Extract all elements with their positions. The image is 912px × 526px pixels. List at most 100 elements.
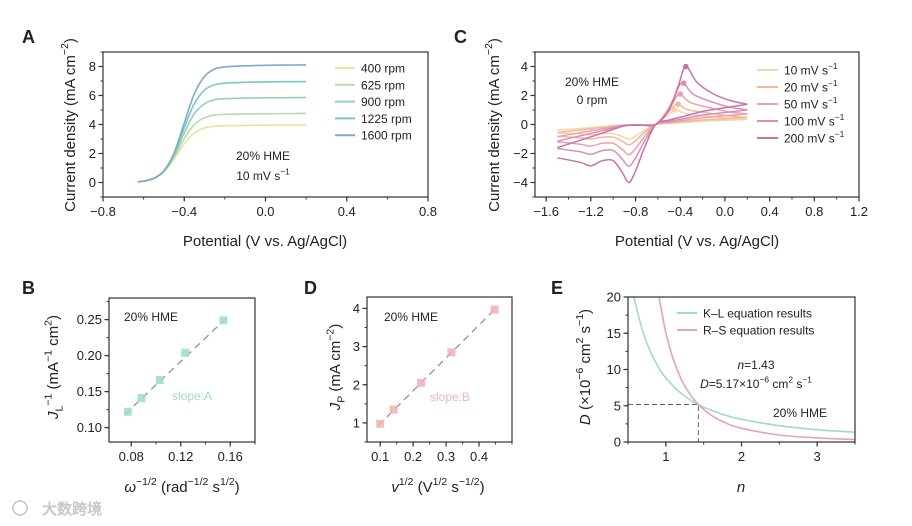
y-axis-label-part: Current density (mA cm (486, 55, 503, 212)
annotation-part: n (737, 358, 744, 372)
x-axis-label-part: (rad (157, 479, 188, 496)
annotation: n=1.43 (737, 358, 774, 372)
legend-label-part: 1225 rpm (361, 112, 412, 126)
x-axis-label: v1/2 (V1/2 s−1/2) (391, 476, 484, 496)
x-axis-label-part: (V (413, 479, 432, 496)
y-axis-label-part: (×10 (577, 380, 594, 415)
y-axis-label-part: ) (486, 38, 503, 43)
x-tick-label: 1 (662, 449, 669, 464)
x-axis-label-part: ) (235, 479, 240, 496)
y-axis-label-part: −1 (42, 394, 54, 406)
y-axis-label-part: −2 (59, 43, 71, 55)
legend-label: 50 mV s−1 (784, 95, 838, 111)
annotation: 20% HME (124, 310, 178, 324)
legend-label-part: 10 mV s (784, 64, 828, 78)
y-axis-label-part: −1 (42, 350, 54, 362)
legend-label: 625 rpm (361, 78, 405, 92)
y-tick-label: 4 (89, 117, 96, 132)
y-tick-label: 8 (89, 59, 96, 74)
chart-panel-c: −1.6 −1.2 −0.8 −0.4 0.0 0.4 0.8 1.2 −4 −2 0 2 4 (513, 51, 868, 219)
y-axis-label-part: D (577, 414, 594, 425)
plot-area-b (123, 316, 228, 416)
annotation: 20% HME (565, 75, 619, 89)
data-point-2 (417, 378, 426, 387)
legend-label: 900 rpm (361, 95, 405, 109)
legend-label-part: −1 (828, 61, 838, 71)
x-tick-label: −0.4 (667, 204, 693, 219)
series-line-0 (633, 297, 855, 433)
watermark-text: 大数跨境 (42, 500, 102, 518)
x-tick-label: 0.12 (168, 449, 193, 464)
legend-label-part: R–S equation results (703, 324, 814, 338)
annotation: 20% HME (773, 406, 827, 420)
fit-line (378, 308, 497, 426)
legend-label: 1600 rpm (361, 129, 412, 143)
data-point-3 (447, 348, 456, 357)
series-line-4 (137, 64, 307, 183)
x-tick-label: −1.6 (533, 204, 559, 219)
x-axis-label-part: −1/2 (188, 476, 209, 488)
y-tick-label: 15 (607, 326, 621, 341)
annotation-part: cm (769, 377, 788, 391)
x-tick-label: 0.4 (761, 204, 779, 219)
legend-label-part: 50 mV s (784, 98, 828, 112)
legend-label: K–L equation results (703, 307, 812, 321)
x-tick-label: 0.16 (218, 449, 243, 464)
watermark-logo-icon (12, 500, 28, 516)
y-axis-label-part: 2 (574, 337, 586, 343)
x-axis-label-part: Potential (V vs. Ag/AgCl) (183, 233, 347, 250)
y-axis-label-part: Current density (mA cm (62, 55, 79, 212)
y-axis-label: JP (mA cm−2) (324, 324, 347, 412)
annotation-part: s (793, 377, 802, 391)
cv-anodic-line-4 (557, 65, 748, 149)
x-axis-label-part: Potential (V vs. Ag/AgCl) (615, 233, 779, 250)
plot-area-d (376, 305, 499, 428)
x-tick-label: −1.2 (578, 204, 604, 219)
legend-label-part: 1600 rpm (361, 129, 412, 143)
plot-frame (534, 51, 860, 198)
annotation-part: −1 (802, 375, 812, 385)
anodic-peak-marker-0 (671, 107, 678, 113)
y-axis-label-part: (mA (45, 362, 62, 394)
annotation-part: −6 (759, 375, 769, 385)
x-tick-label: 3 (814, 449, 821, 464)
y-tick-label: 0 (89, 175, 96, 190)
x-tick-label: −0.4 (171, 204, 197, 219)
legend-label-part: −1 (828, 95, 838, 105)
anodic-peak-marker-1 (675, 101, 681, 107)
y-tick-label: 6 (89, 88, 96, 103)
cv-cathodic-line-1 (557, 116, 748, 146)
x-axis-label: Potential (V vs. Ag/AgCl) (183, 233, 347, 250)
data-point-0 (123, 407, 132, 416)
y-tick-label: 1 (353, 415, 360, 430)
data-point-0 (376, 419, 385, 428)
panel-label-c: C (454, 27, 467, 47)
plot-frame (366, 296, 513, 443)
annotation: 0 rpm (577, 93, 608, 107)
x-tick-label: −0.8 (90, 204, 116, 219)
y-axis-label-part: ) (327, 324, 344, 329)
y-axis-label-part: P (336, 396, 348, 403)
y-tick-label: −4 (513, 175, 528, 190)
annotation: 20% HME (236, 149, 290, 163)
anodic-peak-marker-2 (677, 91, 684, 97)
legend-label-part: −1 (828, 78, 838, 88)
annotation-part: slope:B (430, 390, 470, 404)
x-axis-label-part: 1/2 (220, 476, 235, 488)
cv-anodic-line-3 (557, 81, 748, 142)
chart-panel-b: 0.08 0.12 0.16 0.10 0.15 0.20 0.25 (77, 297, 256, 464)
anodic-peak-marker-3 (680, 80, 687, 86)
legend-label: 1225 rpm (361, 112, 412, 126)
y-axis-label-part: −1 (574, 314, 586, 326)
data-point-2 (155, 376, 164, 385)
y-tick-label: 2 (521, 88, 528, 103)
legend-label-part: 400 rpm (361, 62, 405, 76)
x-axis-label-part: n (737, 479, 745, 496)
y-tick-label: −2 (513, 146, 528, 161)
x-axis-label-part: −1/2 (136, 476, 157, 488)
plot-area-e (628, 297, 855, 442)
x-axis-label-part: v (391, 479, 400, 496)
y-axis-label-part: L (54, 406, 66, 412)
annotation-part: 10 mV s (236, 169, 280, 183)
